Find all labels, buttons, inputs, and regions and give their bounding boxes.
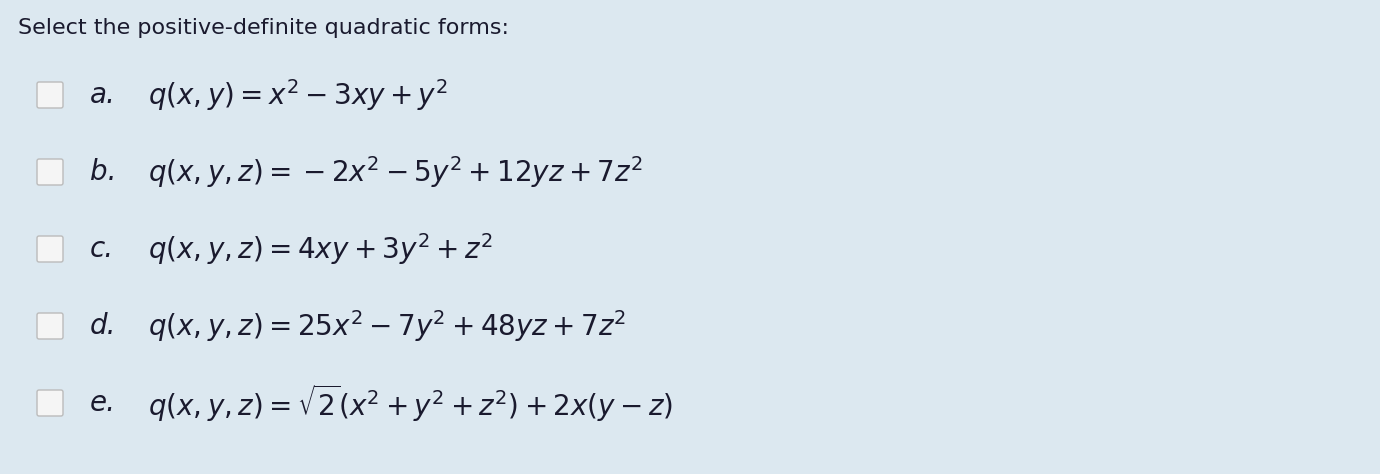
Text: d.: d. — [90, 312, 116, 340]
Text: a.: a. — [90, 81, 116, 109]
Text: $q(x, y, z) = \sqrt{2}(x^2 + y^2 + z^2) + 2x(y - z)$: $q(x, y, z) = \sqrt{2}(x^2 + y^2 + z^2) … — [148, 382, 673, 424]
Text: $q(x, y, z) = 4xy + 3y^2 + z^2$: $q(x, y, z) = 4xy + 3y^2 + z^2$ — [148, 231, 493, 267]
FancyBboxPatch shape — [37, 159, 63, 185]
Text: Select the positive-definite quadratic forms:: Select the positive-definite quadratic f… — [18, 18, 509, 38]
Text: $q(x, y, z) = -2x^2 - 5y^2 + 12yz + 7z^2$: $q(x, y, z) = -2x^2 - 5y^2 + 12yz + 7z^2… — [148, 154, 643, 190]
Text: c.: c. — [90, 235, 115, 263]
FancyBboxPatch shape — [37, 390, 63, 416]
Text: $q(x, y, z) = 25x^2 - 7y^2 + 48yz + 7z^2$: $q(x, y, z) = 25x^2 - 7y^2 + 48yz + 7z^2… — [148, 308, 627, 344]
Text: e.: e. — [90, 389, 116, 417]
FancyBboxPatch shape — [37, 236, 63, 262]
Text: b.: b. — [90, 158, 116, 186]
Text: $q(x, y) = x^2 - 3xy + y^2$: $q(x, y) = x^2 - 3xy + y^2$ — [148, 77, 448, 113]
FancyBboxPatch shape — [37, 82, 63, 108]
FancyBboxPatch shape — [37, 313, 63, 339]
